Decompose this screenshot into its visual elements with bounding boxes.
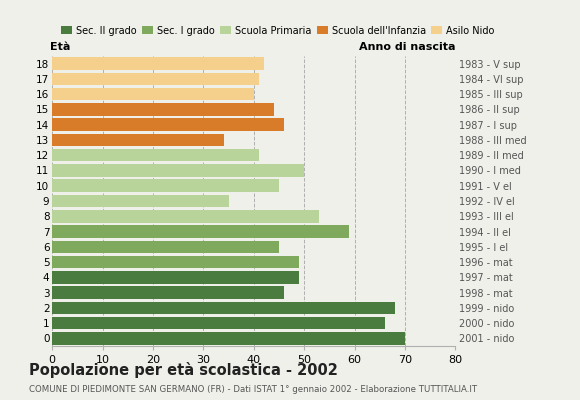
- Bar: [52, 195, 229, 207]
- Bar: [52, 286, 284, 299]
- Bar: [52, 317, 385, 329]
- Bar: [52, 271, 299, 284]
- Bar: [52, 332, 405, 345]
- Text: Età: Età: [50, 42, 71, 52]
- Bar: [52, 134, 223, 146]
- Bar: [52, 88, 254, 100]
- Bar: [52, 180, 279, 192]
- Bar: [52, 302, 395, 314]
- Bar: [52, 256, 299, 268]
- Text: COMUNE DI PIEDIMONTE SAN GERMANO (FR) - Dati ISTAT 1° gennaio 2002 - Elaborazion: COMUNE DI PIEDIMONTE SAN GERMANO (FR) - …: [29, 385, 477, 394]
- Bar: [52, 210, 319, 222]
- Bar: [52, 73, 259, 85]
- Bar: [52, 240, 279, 253]
- Legend: Sec. II grado, Sec. I grado, Scuola Primaria, Scuola dell'Infanzia, Asilo Nido: Sec. II grado, Sec. I grado, Scuola Prim…: [57, 22, 498, 40]
- Bar: [52, 225, 350, 238]
- Text: Popolazione per età scolastica - 2002: Popolazione per età scolastica - 2002: [29, 362, 338, 378]
- Bar: [52, 57, 264, 70]
- Bar: [52, 118, 284, 131]
- Bar: [52, 103, 274, 116]
- Text: Anno di nascita: Anno di nascita: [359, 42, 455, 52]
- Bar: [52, 149, 259, 162]
- Bar: [52, 164, 304, 177]
